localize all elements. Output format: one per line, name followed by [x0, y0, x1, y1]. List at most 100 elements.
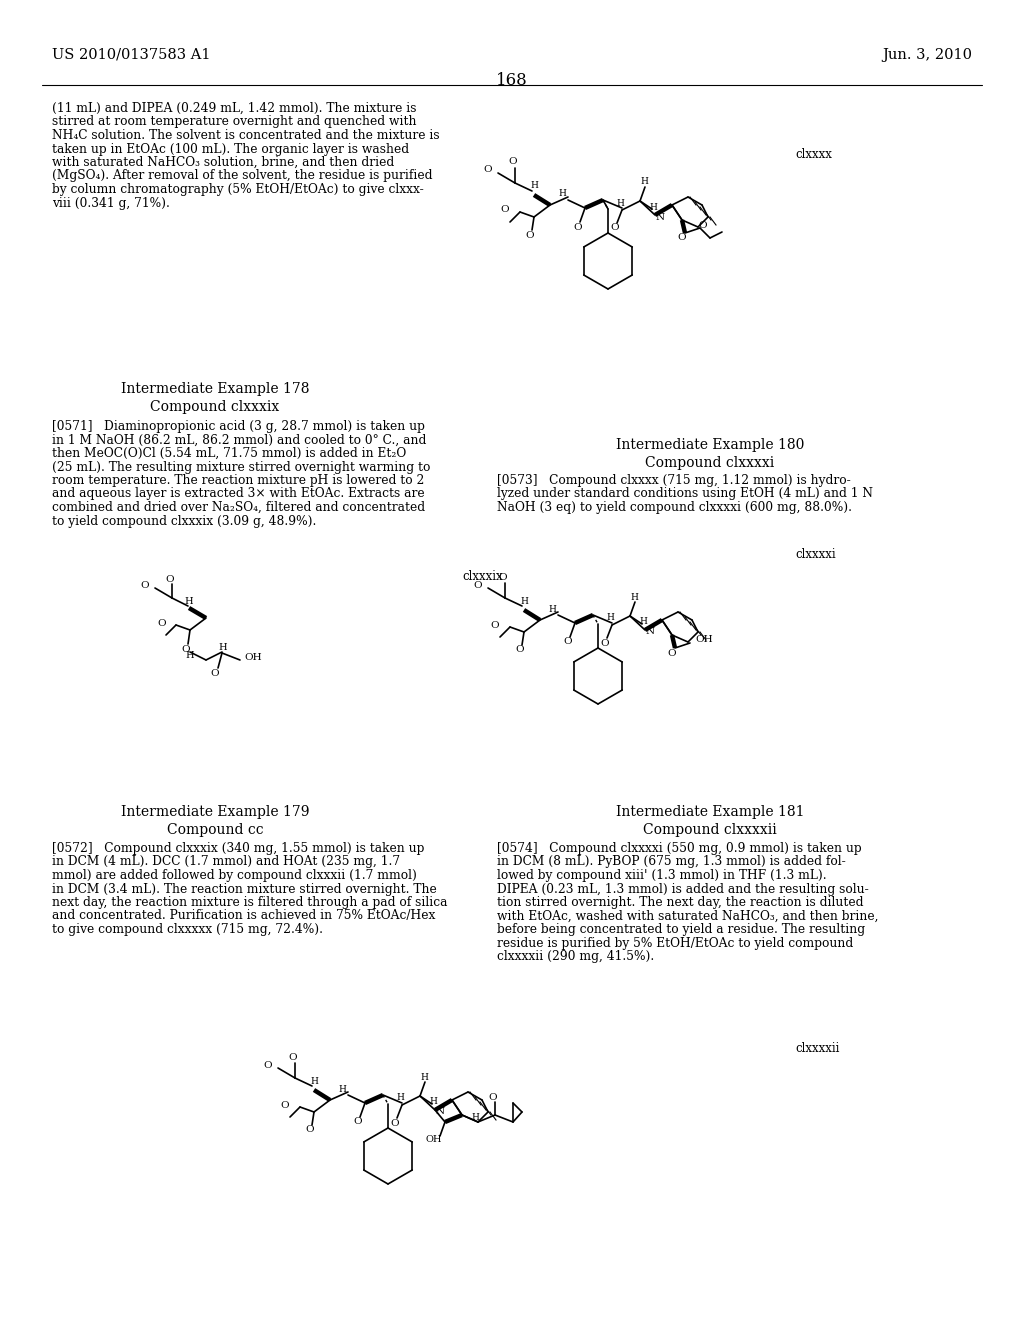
Text: in 1 M NaOH (86.2 mL, 86.2 mmol) and cooled to 0° C., and: in 1 M NaOH (86.2 mL, 86.2 mmol) and coo…: [52, 433, 426, 446]
Text: (MgSO₄). After removal of the solvent, the residue is purified: (MgSO₄). After removal of the solvent, t…: [52, 169, 432, 182]
Text: clxxxix: clxxxix: [462, 570, 503, 583]
Text: O: O: [678, 234, 686, 243]
Text: O: O: [525, 231, 535, 239]
Text: before being concentrated to yield a residue. The resulting: before being concentrated to yield a res…: [497, 923, 865, 936]
Text: and aqueous layer is extracted 3× with EtOAc. Extracts are: and aqueous layer is extracted 3× with E…: [52, 487, 425, 500]
Text: [0574]   Compound clxxxxi (550 mg, 0.9 mmol) is taken up: [0574] Compound clxxxxi (550 mg, 0.9 mmo…: [497, 842, 861, 855]
Text: H: H: [558, 190, 566, 198]
Text: O: O: [490, 620, 500, 630]
Text: H: H: [630, 593, 638, 602]
Text: Intermediate Example 181: Intermediate Example 181: [615, 805, 804, 818]
Text: H: H: [429, 1097, 437, 1106]
Text: then MeOC(O)Cl (5.54 mL, 71.75 mmol) is added in Et₂O: then MeOC(O)Cl (5.54 mL, 71.75 mmol) is …: [52, 447, 407, 459]
Text: H: H: [420, 1072, 428, 1081]
Text: O: O: [474, 581, 482, 590]
Text: H: H: [548, 605, 556, 614]
Text: combined and dried over Na₂SO₄, filtered and concentrated: combined and dried over Na₂SO₄, filtered…: [52, 502, 425, 513]
Text: to give compound clxxxxx (715 mg, 72.4%).: to give compound clxxxxx (715 mg, 72.4%)…: [52, 923, 323, 936]
Text: lowed by compound xiii' (1.3 mmol) in THF (1.3 mL).: lowed by compound xiii' (1.3 mmol) in TH…: [497, 869, 826, 882]
Text: H: H: [520, 597, 528, 606]
Text: clxxxxii: clxxxxii: [795, 1041, 840, 1055]
Text: residue is purified by 5% EtOH/EtOAc to yield compound: residue is purified by 5% EtOH/EtOAc to …: [497, 936, 853, 949]
Text: NaOH (3 eq) to yield compound clxxxxi (600 mg, 88.0%).: NaOH (3 eq) to yield compound clxxxxi (6…: [497, 502, 852, 513]
Text: O: O: [698, 220, 708, 230]
Text: O: O: [610, 223, 620, 232]
Text: H: H: [184, 598, 194, 606]
Text: H: H: [310, 1077, 317, 1085]
Text: O: O: [499, 573, 507, 582]
Text: Intermediate Example 179: Intermediate Example 179: [121, 805, 309, 818]
Text: by column chromatography (5% EtOH/EtOAc) to give clxxx-: by column chromatography (5% EtOH/EtOAc)…: [52, 183, 424, 195]
Text: H: H: [639, 618, 647, 627]
Text: H: H: [219, 644, 227, 652]
Text: to yield compound clxxxix (3.09 g, 48.9%).: to yield compound clxxxix (3.09 g, 48.9%…: [52, 515, 316, 528]
Text: O: O: [391, 1118, 399, 1127]
Text: Intermediate Example 180: Intermediate Example 180: [615, 438, 804, 451]
Text: OH: OH: [426, 1135, 442, 1144]
Text: in DCM (8 mL). PyBOP (675 mg, 1.3 mmol) is added fol-: in DCM (8 mL). PyBOP (675 mg, 1.3 mmol) …: [497, 855, 846, 869]
Text: with EtOAc, washed with saturated NaHCO₃, and then brine,: with EtOAc, washed with saturated NaHCO₃…: [497, 909, 879, 923]
Text: [0572]   Compound clxxxix (340 mg, 1.55 mmol) is taken up: [0572] Compound clxxxix (340 mg, 1.55 mm…: [52, 842, 424, 855]
Text: O: O: [668, 648, 676, 657]
Text: O: O: [483, 165, 493, 174]
Text: O: O: [509, 157, 517, 166]
Text: Compound clxxxix: Compound clxxxix: [151, 400, 280, 414]
Text: [0571]   Diaminopropionic acid (3 g, 28.7 mmol) is taken up: [0571] Diaminopropionic acid (3 g, 28.7 …: [52, 420, 425, 433]
Text: Compound clxxxxii: Compound clxxxxii: [643, 822, 777, 837]
Text: O: O: [289, 1052, 297, 1061]
Text: H: H: [606, 614, 614, 623]
Text: H: H: [640, 177, 648, 186]
Text: clxxxxi: clxxxxi: [795, 548, 836, 561]
Text: O: O: [181, 644, 190, 653]
Text: in DCM (4 mL). DCC (1.7 mmol) and HOAt (235 mg, 1.7: in DCM (4 mL). DCC (1.7 mmol) and HOAt (…: [52, 855, 400, 869]
Text: clxxxxii (290 mg, 41.5%).: clxxxxii (290 mg, 41.5%).: [497, 950, 654, 964]
Text: N: N: [435, 1107, 444, 1117]
Text: room temperature. The reaction mixture pH is lowered to 2: room temperature. The reaction mixture p…: [52, 474, 424, 487]
Text: H: H: [616, 198, 624, 207]
Text: O: O: [563, 638, 572, 647]
Text: O: O: [573, 223, 583, 231]
Text: H: H: [338, 1085, 346, 1093]
Text: O: O: [353, 1118, 362, 1126]
Text: clxxxx: clxxxx: [795, 148, 831, 161]
Text: taken up in EtOAc (100 mL). The organic layer is washed: taken up in EtOAc (100 mL). The organic …: [52, 143, 410, 156]
Text: NH₄C solution. The solvent is concentrated and the mixture is: NH₄C solution. The solvent is concentrat…: [52, 129, 439, 143]
Text: with saturated NaHCO₃ solution, brine, and then dried: with saturated NaHCO₃ solution, brine, a…: [52, 156, 394, 169]
Text: N: N: [645, 627, 654, 636]
Text: viii (0.341 g, 71%).: viii (0.341 g, 71%).: [52, 197, 170, 210]
Text: Intermediate Example 178: Intermediate Example 178: [121, 381, 309, 396]
Text: O: O: [166, 576, 174, 585]
Text: Compound clxxxxi: Compound clxxxxi: [645, 455, 774, 470]
Text: OH: OH: [244, 653, 261, 663]
Text: mmol) are added followed by compound clxxxii (1.7 mmol): mmol) are added followed by compound clx…: [52, 869, 417, 882]
Text: H: H: [471, 1114, 479, 1122]
Text: O: O: [601, 639, 609, 648]
Text: H: H: [649, 202, 657, 211]
Text: and concentrated. Purification is achieved in 75% EtOAc/Hex: and concentrated. Purification is achiev…: [52, 909, 435, 923]
Text: next day, the reaction mixture is filtered through a pad of silica: next day, the reaction mixture is filter…: [52, 896, 447, 909]
Text: N: N: [655, 213, 665, 222]
Text: OH: OH: [695, 635, 713, 644]
Text: O: O: [516, 645, 524, 655]
Text: O: O: [488, 1093, 498, 1102]
Text: H: H: [530, 181, 538, 190]
Text: H: H: [185, 651, 195, 660]
Text: in DCM (3.4 mL). The reaction mixture stirred overnight. The: in DCM (3.4 mL). The reaction mixture st…: [52, 883, 437, 895]
Text: lyzed under standard conditions using EtOH (4 mL) and 1 N: lyzed under standard conditions using Et…: [497, 487, 873, 500]
Text: O: O: [211, 668, 219, 677]
Text: 168: 168: [496, 73, 528, 88]
Text: O: O: [501, 206, 509, 214]
Text: (25 mL). The resulting mixture stirred overnight warming to: (25 mL). The resulting mixture stirred o…: [52, 461, 430, 474]
Text: (11 mL) and DIPEA (0.249 mL, 1.42 mmol). The mixture is: (11 mL) and DIPEA (0.249 mL, 1.42 mmol).…: [52, 102, 417, 115]
Text: O: O: [281, 1101, 290, 1110]
Text: O: O: [140, 581, 150, 590]
Text: DIPEA (0.23 mL, 1.3 mmol) is added and the resulting solu-: DIPEA (0.23 mL, 1.3 mmol) is added and t…: [497, 883, 868, 895]
Text: O: O: [158, 619, 166, 627]
Text: O: O: [264, 1060, 272, 1069]
Text: Jun. 3, 2010: Jun. 3, 2010: [882, 48, 972, 62]
Text: Compound cc: Compound cc: [167, 822, 263, 837]
Text: H: H: [396, 1093, 403, 1102]
Text: stirred at room temperature overnight and quenched with: stirred at room temperature overnight an…: [52, 116, 417, 128]
Text: tion stirred overnight. The next day, the reaction is diluted: tion stirred overnight. The next day, th…: [497, 896, 863, 909]
Text: US 2010/0137583 A1: US 2010/0137583 A1: [52, 48, 211, 62]
